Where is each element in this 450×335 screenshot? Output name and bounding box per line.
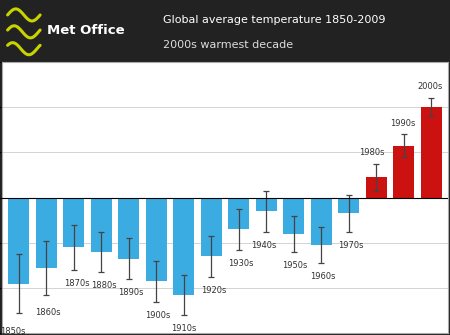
- Text: Met Office: Met Office: [47, 24, 124, 37]
- Bar: [393, 146, 414, 198]
- Text: 1960s: 1960s: [310, 272, 335, 281]
- Text: 1880s: 1880s: [90, 281, 116, 290]
- Bar: [421, 107, 441, 198]
- Text: 1920s: 1920s: [201, 286, 227, 295]
- Text: 1850s: 1850s: [0, 327, 26, 335]
- Text: 2000s warmest decade: 2000s warmest decade: [162, 40, 293, 50]
- Bar: [118, 198, 139, 259]
- Bar: [311, 198, 332, 245]
- Text: 1870s: 1870s: [64, 279, 89, 288]
- Bar: [338, 198, 359, 213]
- Bar: [146, 198, 166, 281]
- Text: 1980s: 1980s: [360, 148, 385, 157]
- Text: 1890s: 1890s: [118, 288, 144, 297]
- Text: 1930s: 1930s: [228, 259, 254, 268]
- Bar: [256, 198, 277, 211]
- Text: 2000s: 2000s: [417, 82, 442, 91]
- Bar: [229, 198, 249, 229]
- Bar: [36, 198, 57, 268]
- Text: 1990s: 1990s: [390, 119, 415, 128]
- Bar: [173, 198, 194, 295]
- Bar: [284, 198, 304, 234]
- Bar: [201, 198, 221, 257]
- Bar: [91, 198, 112, 252]
- Bar: [366, 177, 387, 198]
- Text: 1940s: 1940s: [251, 241, 276, 250]
- Bar: [9, 198, 29, 283]
- Text: 1910s: 1910s: [171, 324, 197, 333]
- Text: Global average temperature 1850-2009: Global average temperature 1850-2009: [162, 15, 385, 25]
- Text: 1900s: 1900s: [145, 311, 170, 320]
- Bar: [63, 198, 84, 247]
- Text: 1950s: 1950s: [283, 261, 308, 270]
- Text: 1970s: 1970s: [338, 241, 364, 250]
- Text: 1860s: 1860s: [35, 309, 60, 318]
